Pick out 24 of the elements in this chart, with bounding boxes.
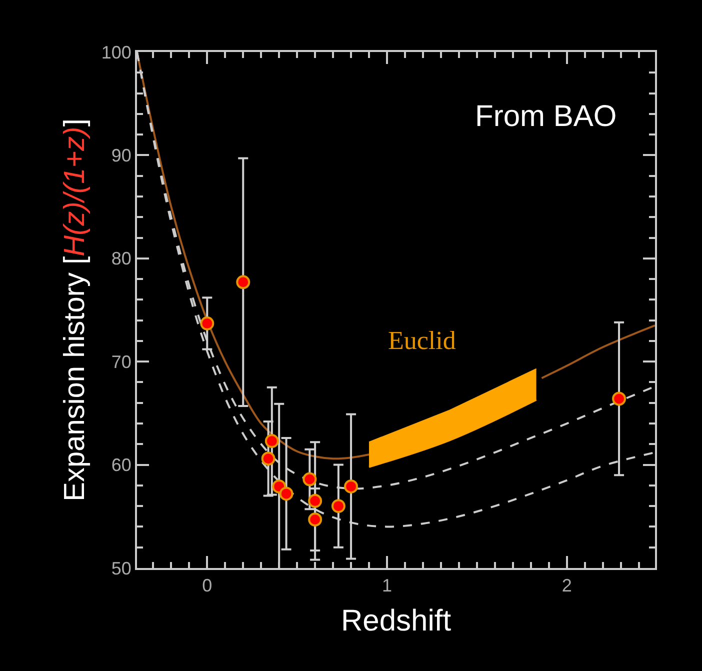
annotation: From BAO — [475, 100, 617, 133]
annotation: Euclid — [388, 326, 456, 355]
point — [200, 316, 214, 330]
point — [308, 512, 322, 526]
y-tick-label: 50 — [111, 558, 132, 578]
x-tick-label: 2 — [562, 576, 572, 596]
x-axis-title: Redshift — [340, 604, 452, 638]
y-tick-label: 100 — [101, 42, 132, 62]
y-tick-label: 80 — [111, 248, 132, 269]
point — [236, 275, 250, 290]
y-axis-title: Expansion history [H(z)/(1+z)] — [59, 118, 92, 502]
y-tick-label: 60 — [111, 455, 132, 476]
y-tick-label: 90 — [111, 146, 132, 166]
point — [302, 472, 317, 486]
point — [264, 434, 279, 448]
x-tick-label: 1 — [382, 576, 392, 596]
x-tick-label: 0 — [202, 576, 212, 596]
point — [279, 486, 294, 501]
point — [308, 494, 322, 508]
point — [612, 392, 626, 406]
point — [344, 479, 358, 494]
y-tick-label: 70 — [111, 352, 132, 372]
point — [261, 452, 276, 466]
point — [331, 499, 346, 514]
